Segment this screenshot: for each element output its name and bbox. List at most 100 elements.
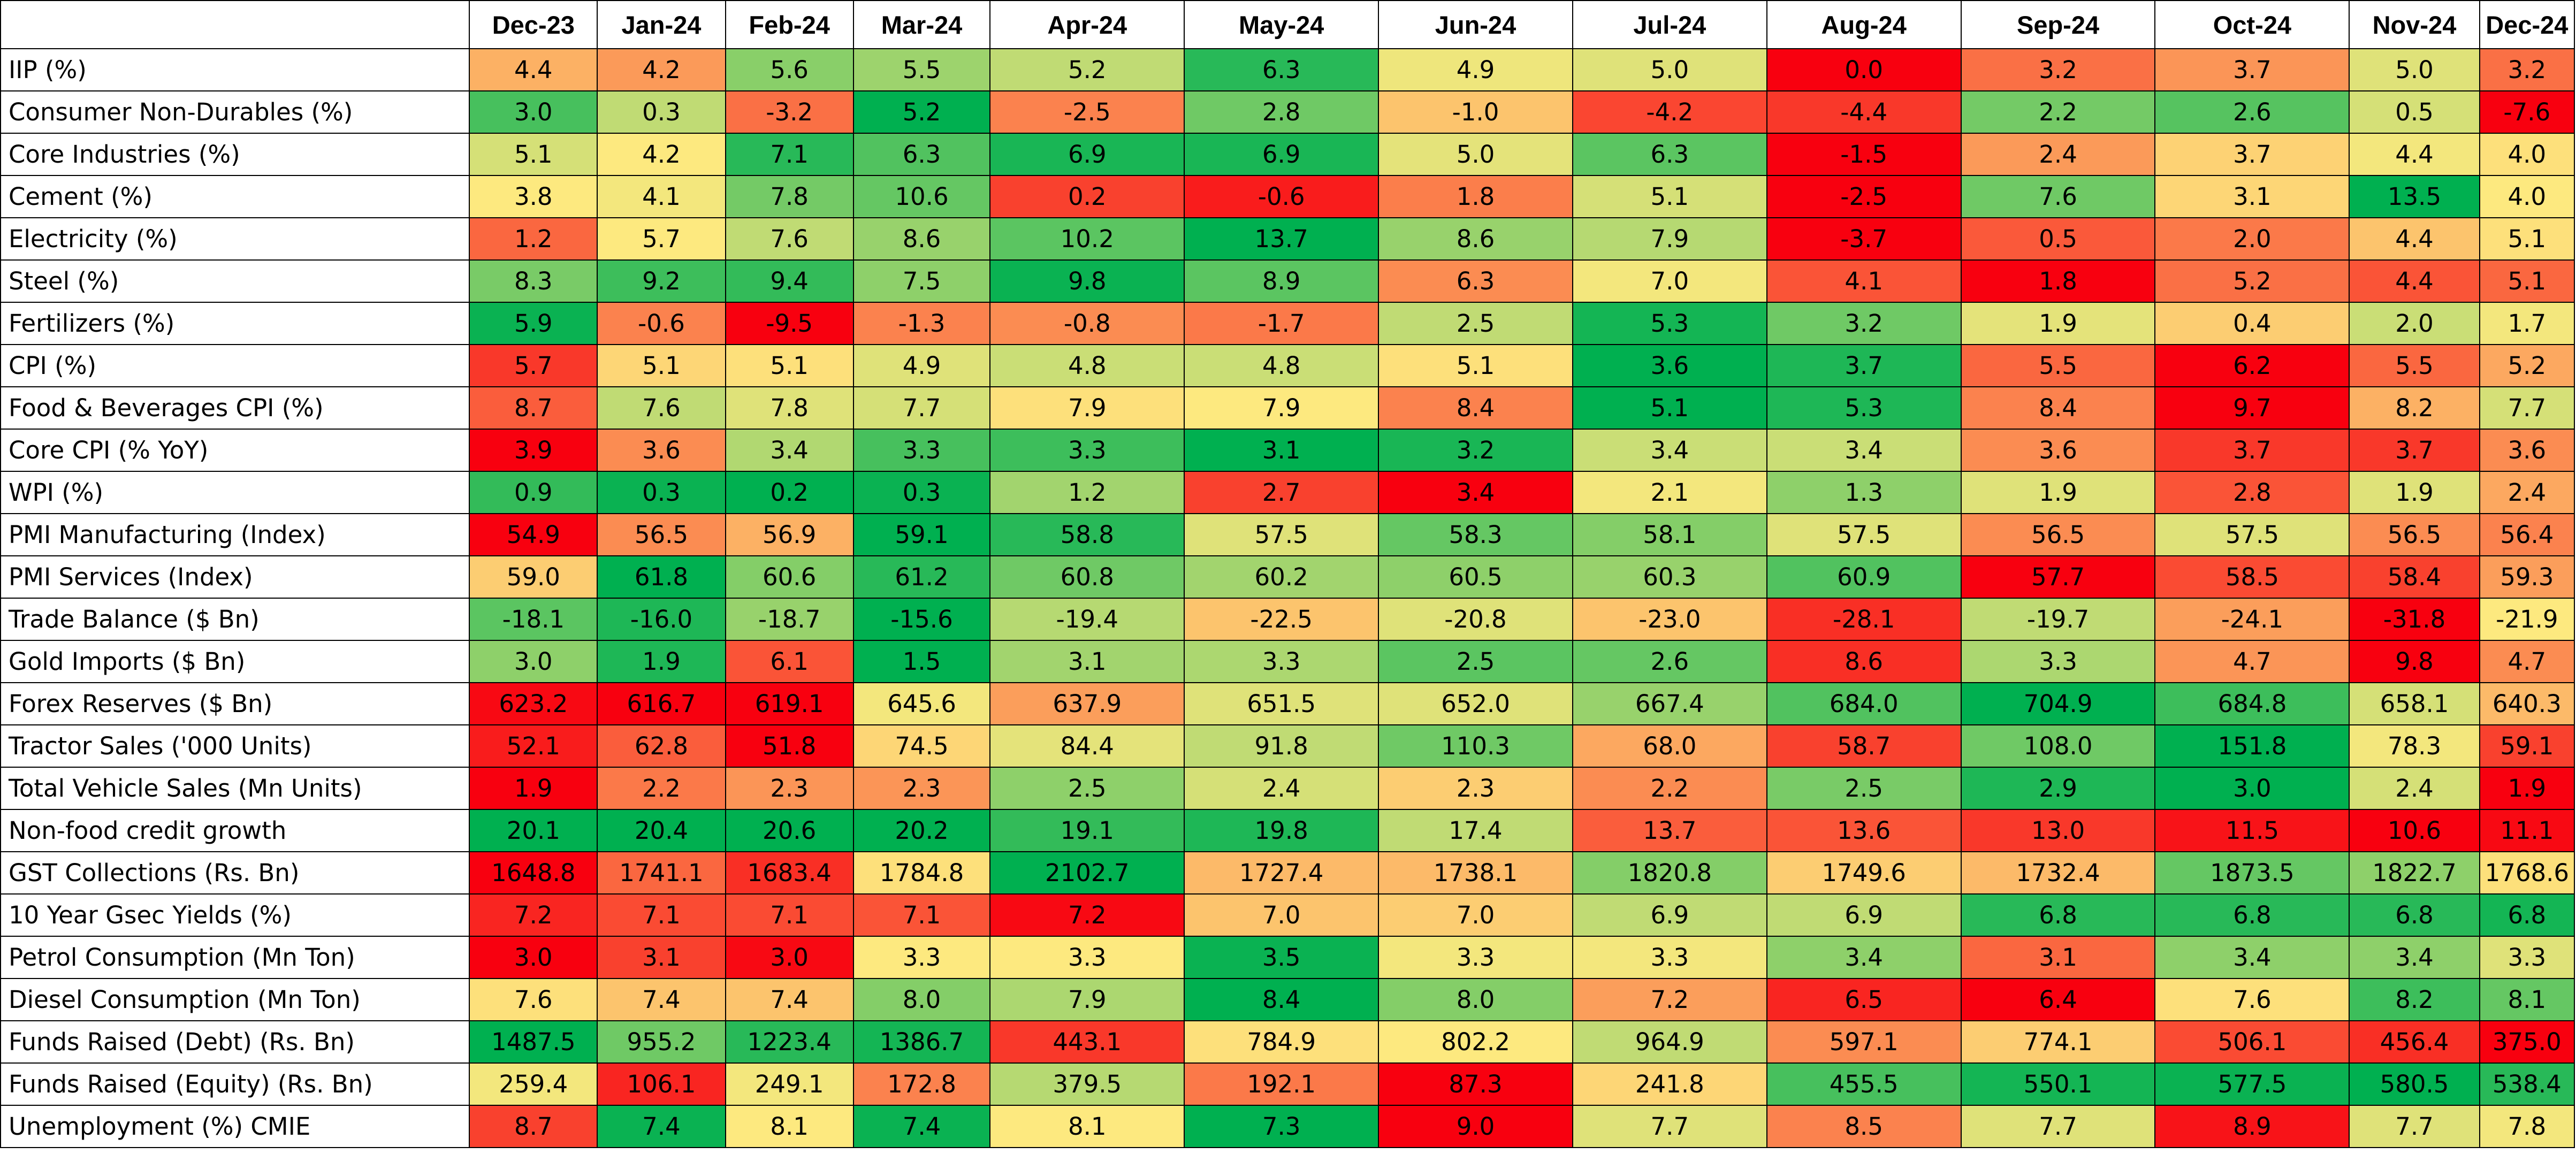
corner-cell [0,0,470,49]
heatmap-cell: 3.3 [852,429,991,472]
column-header: Aug-24 [1766,0,1962,49]
heatmap-cell: 7.3 [1184,1105,1380,1148]
heatmap-cell: 7.9 [1572,217,1767,261]
heatmap-cell: 8.2 [2349,386,2480,430]
heatmap-cell: 7.2 [469,893,598,937]
heatmap-cell: 56.5 [1960,513,2156,556]
heatmap-cell: 6.8 [2154,893,2350,937]
heatmap-cell: 0.5 [2349,90,2480,134]
heatmap-cell: 4.1 [1766,259,1962,303]
heatmap-body: IIP (%) 4.4 4.2 5.6 5.5 5.2 6.3 4.9 5.0 0.0 3.2 3.7… [0,48,2575,1148]
heatmap-cell: 6.1 [725,640,854,683]
heatmap-cell: 5.0 [1378,133,1573,176]
heatmap-cell: 0.2 [989,175,1185,218]
heatmap-cell: 0.9 [469,471,598,514]
heatmap-cell: 2.4 [1184,767,1380,810]
heatmap-cell: 2.3 [725,767,854,810]
table-row: 10 Year Gsec Yields (%) 7.2 7.1 7.1 7.1 7.2 7.… [0,893,2575,937]
heatmap-cell: 7.8 [2479,1105,2575,1148]
heatmap-cell: 6.8 [2479,893,2575,937]
heatmap-cell: -4.2 [1572,90,1767,134]
heatmap-cell: 7.0 [1184,893,1380,937]
heatmap-cell: 1487.5 [469,1020,598,1064]
heatmap-cell: 2.9 [1960,767,2156,810]
heatmap-cell: 1732.4 [1960,851,2156,895]
heatmap-cell: 7.1 [597,893,726,937]
heatmap-cell: 774.1 [1960,1020,2156,1064]
heatmap-cell: 9.2 [597,259,726,303]
heatmap-cell: 56.4 [2479,513,2575,556]
heatmap-cell: 1.9 [2479,767,2575,810]
heatmap-cell: 1.3 [1766,471,1962,514]
heatmap-cell: 59.3 [2479,555,2575,599]
heatmap-cell: 58.3 [1378,513,1573,556]
heatmap-cell: 4.1 [597,175,726,218]
heatmap-cell: 20.4 [597,809,726,852]
heatmap-cell: 597.1 [1766,1020,1962,1064]
heatmap-cell: 5.6 [725,48,854,91]
heatmap-cell: 6.8 [2349,893,2480,937]
table-row: PMI Services (Index) 59.0 61.8 60.6 61.2 60.8… [0,555,2575,599]
heatmap-cell: 2.0 [2349,302,2480,345]
table-row: Petrol Consumption (Mn Ton) 3.0 3.1 3.0 3.3 3… [0,936,2575,979]
heatmap-cell: 1741.1 [597,851,726,895]
row-label: Steel (%) [0,259,470,303]
row-label: Electricity (%) [0,217,470,261]
heatmap-cell: 3.7 [1766,344,1962,387]
heatmap-cell: 8.0 [1378,978,1573,1021]
table-row: Core CPI (% YoY) 3.9 3.6 3.4 3.3 3.3 3.1 3.2 3.4… [0,429,2575,472]
heatmap-cell: 667.4 [1572,682,1767,725]
table-row: CPI (%) 5.7 5.1 5.1 4.9 4.8 4.8 5.1 3.6 3.7 5.5 6.2… [0,344,2575,387]
heatmap-cell: 8.7 [469,1105,598,1148]
heatmap-cell: 20.2 [852,809,991,852]
row-label: PMI Manufacturing (Index) [0,513,470,556]
heatmap-cell: 1.7 [2479,302,2575,345]
heatmap-cell: 4.2 [597,48,726,91]
table-row: WPI (%) 0.9 0.3 0.2 0.3 1.2 2.7 3.4 2.1 1.3 1.9 2.8… [0,471,2575,514]
heatmap-cell: 3.6 [2479,429,2575,472]
heatmap-cell: -2.5 [1766,175,1962,218]
heatmap-cell: 59.1 [2479,724,2575,768]
heatmap-cell: 13.6 [1766,809,1962,852]
heatmap-cell: 3.3 [2479,936,2575,979]
heatmap-cell: 3.6 [1960,429,2156,472]
heatmap-cell: 3.0 [725,936,854,979]
heatmap-cell: 2.7 [1184,471,1380,514]
heatmap-cell: 84.4 [989,724,1185,768]
row-label: Non-food credit growth [0,809,470,852]
heatmap-cell: 577.5 [2154,1062,2350,1106]
heatmap-cell: 375.0 [2479,1020,2575,1064]
heatmap-cell: 3.3 [1960,640,2156,683]
heatmap-cell: 955.2 [597,1020,726,1064]
heatmap-cell: 10.6 [852,175,991,218]
heatmap-cell: 58.8 [989,513,1185,556]
heatmap-cell: 3.2 [1378,429,1573,472]
heatmap-cell: 5.5 [852,48,991,91]
heatmap-cell: 0.2 [725,471,854,514]
heatmap-cell: 8.5 [1766,1105,1962,1148]
column-header: Apr-24 [989,0,1185,49]
row-label: Core CPI (% YoY) [0,429,470,472]
heatmap-cell: 60.2 [1184,555,1380,599]
heatmap-cell: 619.1 [725,682,854,725]
heatmap-cell: 3.3 [1378,936,1573,979]
table-row: Funds Raised (Debt) (Rs. Bn) 1487.5 955.2 1… [0,1020,2575,1064]
heatmap-cell: 2.4 [1960,133,2156,176]
row-label: Diesel Consumption (Mn Ton) [0,978,470,1021]
heatmap-cell: 3.4 [2154,936,2350,979]
heatmap-cell: 11.5 [2154,809,2350,852]
heatmap-cell: 3.1 [1960,936,2156,979]
heatmap-cell: 17.4 [1378,809,1573,852]
heatmap-cell: 8.2 [2349,978,2480,1021]
heatmap-cell: 4.8 [1184,344,1380,387]
heatmap-cell: 4.9 [1378,48,1573,91]
row-label: WPI (%) [0,471,470,514]
column-header: Jul-24 [1572,0,1767,49]
heatmap-cell: 58.1 [1572,513,1767,556]
table-row: Trade Balance ($ Bn) -18.1 -16.0 -18.7 -15.6… [0,598,2575,641]
heatmap-cell: 7.6 [2154,978,2350,1021]
heatmap-cell: 3.6 [597,429,726,472]
column-header: May-24 [1184,0,1380,49]
heatmap-cell: 2.2 [597,767,726,810]
heatmap-cell: 1873.5 [2154,851,2350,895]
